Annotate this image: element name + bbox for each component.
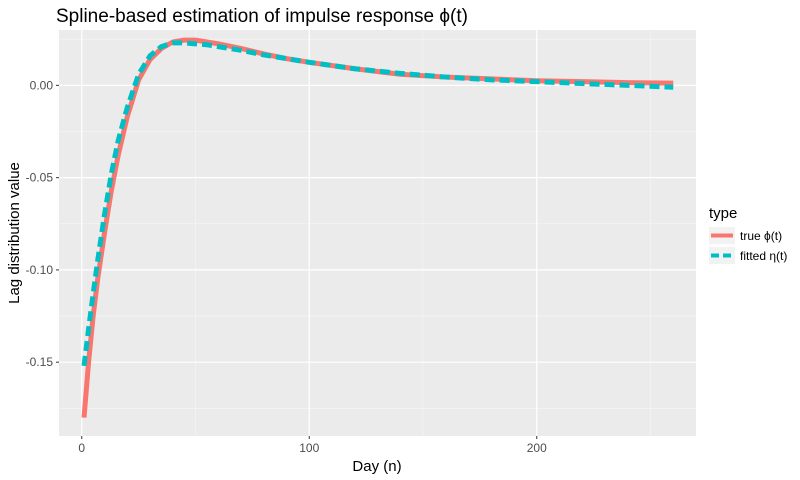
x-tick-label: 0 xyxy=(78,441,85,455)
plot-panel xyxy=(59,30,696,436)
legend-item-fitted: fitted η(t) xyxy=(709,247,787,264)
y-tick-label: -0.15 xyxy=(26,355,54,369)
chart-title: Spline-based estimation of impulse respo… xyxy=(56,6,468,27)
legend-item-true: true ϕ(t) xyxy=(709,227,782,244)
x-tick-label: 100 xyxy=(299,441,319,455)
legend: type true ϕ(t) fitted η(t) xyxy=(709,205,787,264)
series-line-fitted xyxy=(81,40,674,367)
y-axis-title: Lag distribution value xyxy=(6,162,23,304)
series-line-true xyxy=(81,37,674,418)
x-axis-ticks: 0 100 200 xyxy=(78,436,547,455)
x-tick-label: 200 xyxy=(527,441,547,455)
y-tick-label: 0.00 xyxy=(30,78,54,92)
legend-label-fitted: fitted η(t) xyxy=(740,249,787,263)
legend-label-true: true ϕ(t) xyxy=(740,229,782,243)
grid-major xyxy=(59,30,696,436)
y-tick-label: -0.10 xyxy=(26,263,54,277)
grid-minor xyxy=(59,30,696,436)
y-axis-ticks: -0.15 -0.10 -0.05 0.00 xyxy=(26,78,59,369)
legend-title: type xyxy=(709,205,737,222)
series-layer xyxy=(81,37,674,418)
x-axis-title: Day (n) xyxy=(352,458,401,475)
y-tick-label: -0.05 xyxy=(26,171,54,185)
legend-key-fitted xyxy=(709,247,735,264)
